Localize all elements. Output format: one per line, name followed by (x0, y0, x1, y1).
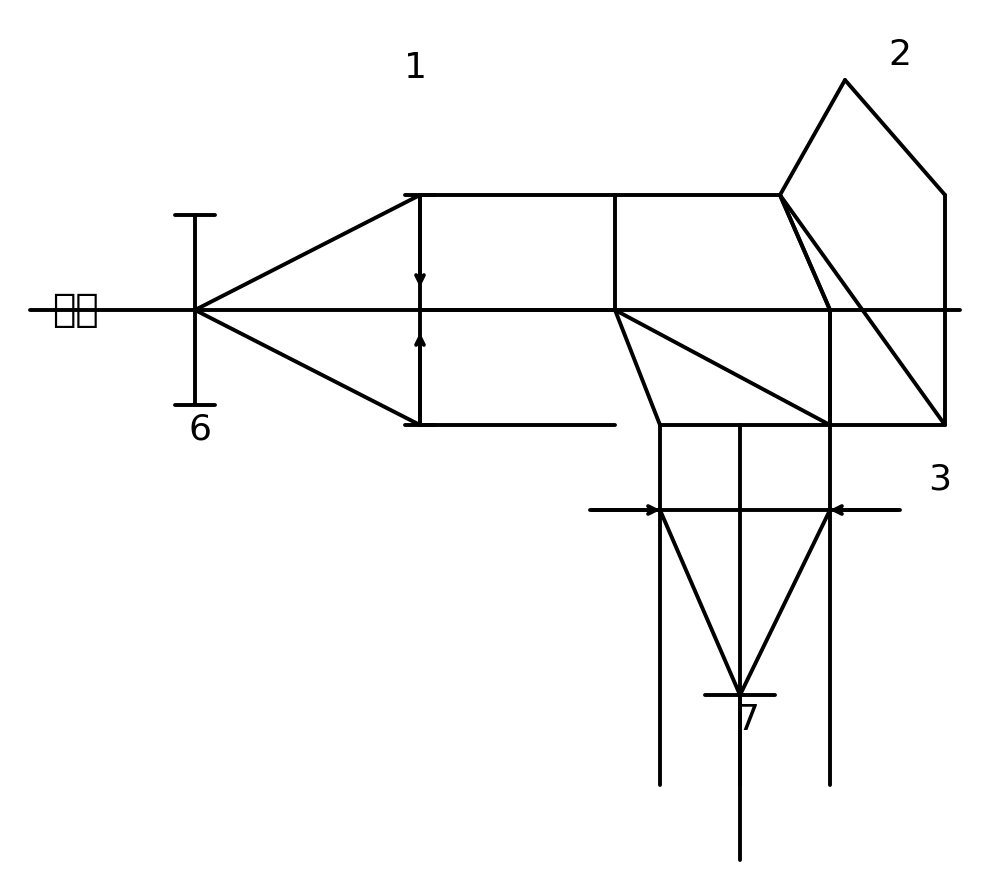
Text: 2: 2 (889, 38, 912, 72)
Text: 7: 7 (736, 703, 760, 737)
Text: 6: 6 (188, 413, 212, 447)
Text: 1: 1 (404, 51, 426, 85)
Text: 光轴: 光轴 (52, 291, 98, 329)
Text: 3: 3 (928, 463, 952, 497)
